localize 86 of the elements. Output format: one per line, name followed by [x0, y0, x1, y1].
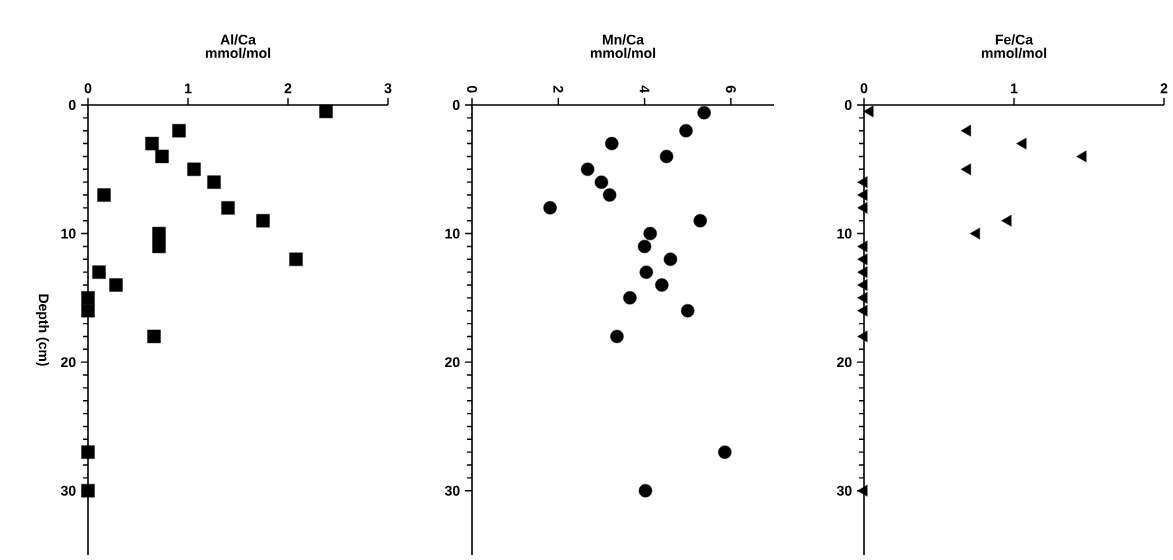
- point: [857, 240, 868, 253]
- point: [145, 136, 159, 151]
- point: [1001, 214, 1012, 227]
- point: [857, 253, 868, 266]
- y-tick-label: 0: [452, 100, 460, 110]
- y-tick-label: 10: [445, 228, 460, 239]
- point: [638, 484, 653, 498]
- point: [610, 329, 624, 344]
- x-tick-label: 1: [1011, 83, 1018, 94]
- point: [81, 445, 95, 459]
- point: [639, 265, 653, 279]
- point: [152, 239, 166, 254]
- point: [681, 304, 695, 318]
- y-axis-title: Depth (cm): [35, 294, 50, 366]
- point: [97, 188, 111, 202]
- x-axis-title: mmol/mol: [590, 47, 656, 59]
- point: [81, 484, 95, 498]
- point: [155, 149, 169, 164]
- point: [693, 214, 707, 228]
- point: [960, 124, 971, 137]
- y-tick-label: 20: [61, 357, 76, 368]
- point: [857, 304, 868, 317]
- y-tick-label: 0: [844, 100, 852, 110]
- point: [81, 291, 95, 305]
- point: [655, 278, 669, 292]
- x-tick-label: 2: [1160, 83, 1168, 94]
- x-tick-label: 6: [725, 85, 736, 93]
- point: [92, 265, 106, 279]
- point: [109, 278, 123, 292]
- point: [580, 162, 595, 176]
- point: [857, 484, 868, 497]
- point: [857, 292, 868, 304]
- point: [857, 189, 868, 201]
- point: [602, 188, 617, 202]
- point: [857, 176, 868, 188]
- x-tick-label: 2: [284, 83, 292, 94]
- point: [256, 214, 270, 228]
- point: [718, 445, 732, 459]
- x-tick-label: 1: [184, 83, 192, 94]
- chart-title: Al/Ca: [220, 34, 256, 45]
- y-tick-label: 10: [61, 228, 76, 239]
- point: [147, 329, 161, 344]
- point: [172, 124, 186, 138]
- x-tick-label: 0: [860, 83, 868, 94]
- point: [697, 106, 711, 120]
- point: [637, 239, 652, 254]
- y-tick-label: 10: [837, 228, 852, 239]
- point: [960, 163, 971, 176]
- point: [663, 252, 678, 266]
- y-tick-label: 30: [444, 485, 460, 496]
- x-tick-label: 0: [84, 83, 92, 94]
- y-tick-label: 0: [68, 100, 76, 110]
- y-tick-label: 20: [837, 357, 852, 368]
- point: [319, 104, 333, 119]
- point: [187, 162, 201, 176]
- point: [643, 226, 657, 241]
- point: [679, 124, 693, 138]
- point: [857, 279, 868, 291]
- point: [594, 175, 609, 189]
- x-tick-label: 2: [553, 85, 564, 93]
- y-tick-label: 20: [445, 357, 460, 368]
- point: [543, 201, 557, 215]
- point: [289, 252, 303, 266]
- point: [969, 227, 980, 240]
- chart-title: Fe/Ca: [995, 34, 1034, 45]
- point: [152, 226, 166, 241]
- x-axis-title: mmol/mol: [981, 47, 1047, 59]
- x-tick-label: 0: [467, 85, 477, 93]
- point: [857, 202, 868, 214]
- point: [605, 136, 619, 151]
- point: [1016, 137, 1027, 150]
- point: [221, 201, 235, 215]
- point: [81, 304, 95, 318]
- y-tick-label: 30: [60, 485, 76, 496]
- x-tick-label: 3: [384, 83, 392, 94]
- point: [1076, 150, 1087, 163]
- point: [857, 266, 868, 278]
- point: [659, 149, 674, 164]
- point: [207, 175, 221, 189]
- point: [857, 330, 868, 343]
- chart-title: Mn/Ca: [602, 34, 645, 45]
- x-axis-title: mmol/mol: [205, 47, 271, 59]
- point: [863, 105, 874, 118]
- x-tick-label: 4: [639, 85, 650, 94]
- y-tick-label: 30: [836, 485, 852, 496]
- point: [623, 291, 637, 305]
